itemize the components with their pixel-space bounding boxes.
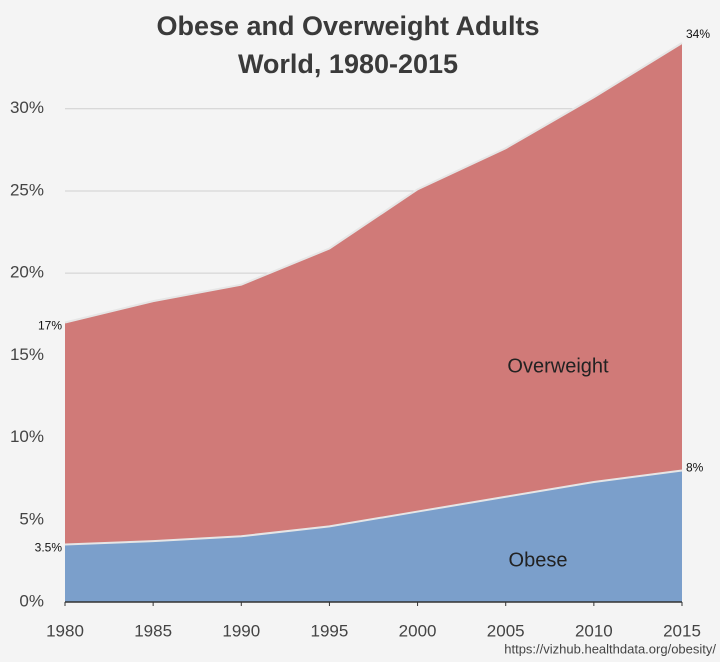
series-label: Overweight xyxy=(507,355,609,377)
x-tick-label: 1995 xyxy=(311,621,349,640)
y-tick-label: 20% xyxy=(10,263,44,282)
area-edge xyxy=(64,42,683,324)
area xyxy=(65,470,682,602)
x-tick-label: 1990 xyxy=(222,621,260,640)
value-label: 34% xyxy=(686,27,710,41)
x-tick-label: 2010 xyxy=(575,621,613,640)
x-tick-label: 1985 xyxy=(134,621,172,640)
chart-subtitle: World, 1980-2015 xyxy=(238,49,458,79)
area-edge xyxy=(64,469,683,546)
x-tick-label: 2005 xyxy=(487,621,525,640)
y-tick-label: 5% xyxy=(19,509,44,528)
value-label: 8% xyxy=(686,461,704,475)
chart-title: Obese and Overweight Adults xyxy=(156,11,539,41)
area xyxy=(65,43,682,602)
x-tick-label: 1980 xyxy=(46,621,84,640)
x-tick-label: 2015 xyxy=(663,621,701,640)
y-tick-label: 30% xyxy=(10,98,44,117)
y-tick-label: 10% xyxy=(10,427,44,446)
y-tick-label: 25% xyxy=(10,180,44,199)
series-label: Obese xyxy=(509,549,568,571)
value-label: 3.5% xyxy=(35,541,63,555)
y-tick-label: 15% xyxy=(10,345,44,364)
x-tick-label: 2000 xyxy=(399,621,437,640)
value-label: 17% xyxy=(38,319,62,333)
y-tick-label: 0% xyxy=(19,591,44,610)
source: https://vizhub.healthdata.org/obesity/ xyxy=(504,641,716,656)
